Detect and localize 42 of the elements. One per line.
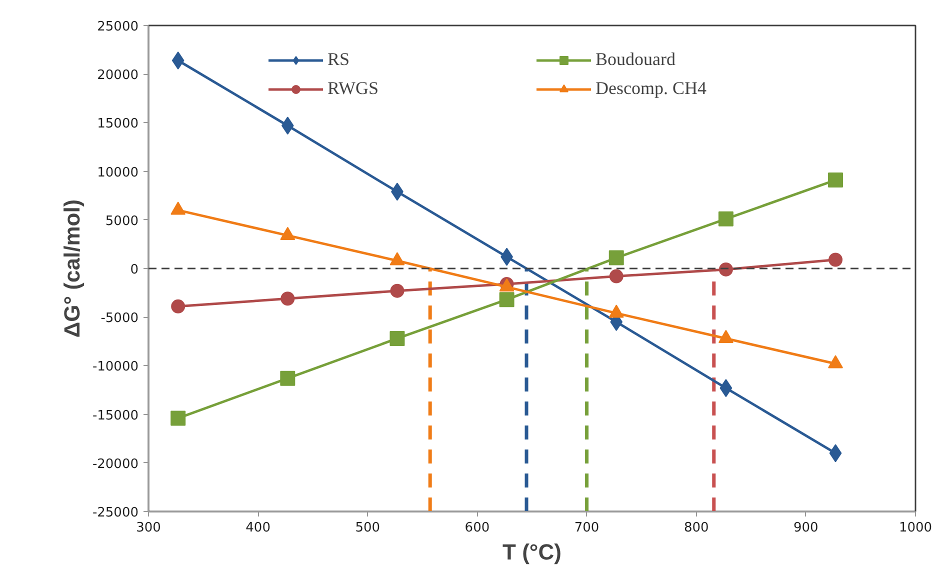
x-axis-title: T (°C) bbox=[502, 540, 562, 564]
x-tick-label: 300 bbox=[136, 520, 161, 536]
point bbox=[608, 250, 624, 266]
y-tick-label: 0 bbox=[130, 262, 139, 278]
y-tick-label: 5000 bbox=[105, 214, 139, 229]
x-tick-label: 400 bbox=[246, 520, 270, 536]
point bbox=[718, 211, 734, 226]
y-tick-label: -10000 bbox=[92, 360, 138, 375]
point bbox=[499, 292, 514, 308]
point bbox=[718, 262, 733, 276]
legend-label: RWGS bbox=[328, 78, 380, 99]
y-tick-label: -5000 bbox=[100, 311, 139, 326]
point bbox=[170, 410, 186, 426]
legend-label: Descomp. CH4 bbox=[596, 78, 708, 99]
x-tick-label: 900 bbox=[794, 520, 818, 536]
legend-label: Boudouard bbox=[596, 49, 676, 70]
point bbox=[171, 299, 186, 314]
x-tick-label: 600 bbox=[464, 520, 490, 536]
y-tick-label: 25000 bbox=[97, 20, 139, 34]
point bbox=[720, 379, 732, 398]
y-tick-label: -25000 bbox=[92, 506, 138, 520]
y-tick-label: -20000 bbox=[92, 456, 138, 472]
x-tick-label: 800 bbox=[684, 520, 709, 536]
point bbox=[172, 51, 184, 70]
point bbox=[609, 269, 624, 284]
y-tick-label: 10000 bbox=[97, 165, 139, 180]
point bbox=[829, 444, 842, 462]
y-tick-label: 20000 bbox=[97, 68, 139, 84]
point bbox=[280, 292, 295, 306]
point bbox=[828, 172, 844, 188]
y-tick-label: 15000 bbox=[97, 116, 139, 132]
point bbox=[390, 330, 405, 346]
point bbox=[281, 116, 294, 135]
y-axis-title: ΔG° (cal/mol) bbox=[59, 199, 84, 338]
x-tick-label: 500 bbox=[355, 520, 380, 536]
point bbox=[390, 284, 404, 298]
point bbox=[828, 252, 843, 267]
point bbox=[280, 370, 296, 386]
y-tick-label: -15000 bbox=[92, 408, 138, 424]
legend-label: RS bbox=[328, 49, 351, 70]
x-tick-label: 1000 bbox=[898, 520, 932, 536]
x-tick-label: 700 bbox=[574, 520, 600, 536]
